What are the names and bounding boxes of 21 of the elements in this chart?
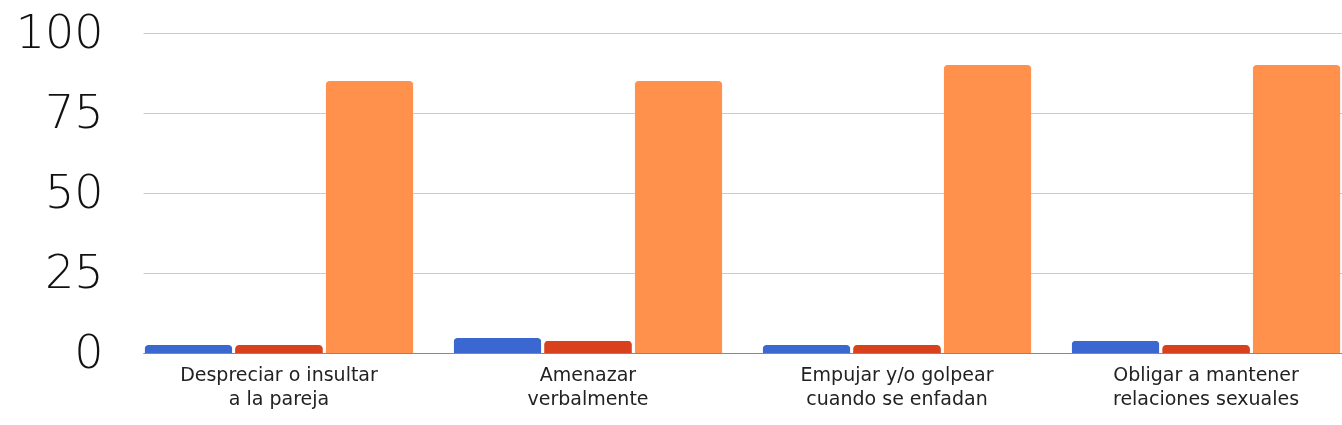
bar [1071, 340, 1160, 353]
x-tick-label: Empujar y/o golpear cuando se enfadan [800, 362, 994, 409]
bar [634, 81, 723, 353]
bar [325, 81, 414, 353]
bar [1162, 345, 1250, 353]
x-tick-label: Amenazar verbalmente [527, 362, 649, 409]
y-tick-label: 0 [74, 324, 104, 379]
bar [943, 65, 1032, 353]
bar [853, 345, 941, 353]
bar [1252, 65, 1341, 353]
y-tick-label: 50 [44, 164, 104, 219]
y-tick-label: 75 [44, 84, 104, 139]
y-tick-label: 25 [44, 244, 104, 299]
y-tick-label: 100 [15, 4, 104, 59]
bar [235, 345, 323, 353]
bar [544, 340, 632, 353]
bar [144, 345, 233, 353]
bar [453, 337, 542, 353]
x-tick-label: Despreciar o insultar a la pareja [180, 362, 378, 409]
x-tick-label: Obligar a mantener relaciones sexuales [1112, 362, 1300, 409]
bar [762, 345, 851, 353]
